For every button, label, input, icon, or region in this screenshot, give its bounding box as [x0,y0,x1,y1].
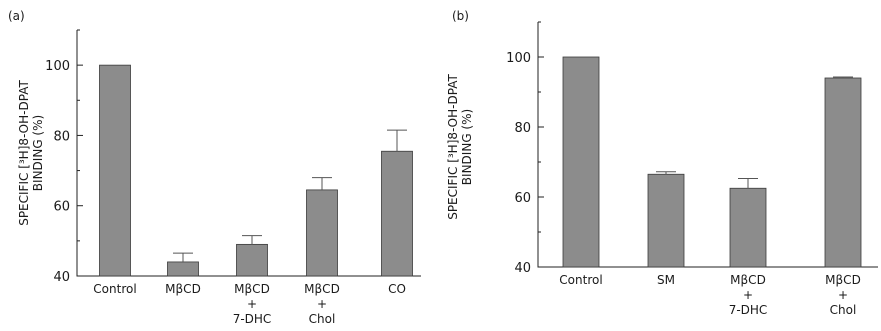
y-tick-label: 80 [53,129,70,144]
x-tick-label: Chol [830,303,857,317]
y-axis-label: SPECIFIC [³H]8-OH-DPATBINDING (%) [446,74,474,220]
x-tick-label: + [838,288,848,302]
x-tick-label: SM [657,273,675,287]
x-tick-label: + [317,297,327,311]
y-axis-label-line2: BINDING (%) [460,109,474,185]
y-axis-label-line1: SPECIFIC [³H]8-OH-DPAT [17,80,31,226]
y-tick-label: 100 [506,51,531,66]
bar [167,261,199,277]
bar [824,77,862,268]
y-axis-label: SPECIFIC [³H]8-OH-DPATBINDING (%) [17,80,45,226]
bar [729,187,767,268]
x-tick-label: CO [388,282,406,296]
x-tick-label: 7-DHC [729,303,768,317]
error-bar [833,76,853,78]
error-bar [312,177,332,190]
y-axis-label-line1: SPECIFIC [³H]8-OH-DPAT [446,74,460,220]
x-tick-label: + [743,288,753,302]
y-tick-label: 40 [514,261,531,276]
y-tick-label: 60 [53,200,70,215]
y-tick-label: 100 [45,59,70,74]
bar [236,243,268,277]
panel-label: (b) [452,9,469,23]
bar [99,64,131,277]
x-tick-label: MβCD [730,273,766,287]
error-bar [173,252,193,262]
error-bar [242,235,262,245]
y-axis-label-line2: BINDING (%) [31,115,45,191]
error-bar [387,129,407,152]
chart-panel-b: (b) 40 60 80 100 SPECIFIC [³H]8-OH-DPATBINDIN… [446,9,878,317]
x-tick-label: Control [559,273,602,287]
x-tick-label: Control [93,282,136,296]
x-tick-label: 7-DHC [233,312,272,326]
y-tick-label: 40 [53,270,70,285]
x-tick-label: Chol [309,312,336,326]
error-bar [738,177,758,189]
x-tick-label: MβCD [234,282,270,296]
panel-label: (a) [8,9,25,23]
bar [562,56,600,268]
bar [306,189,338,277]
bar [381,150,413,277]
x-tick-label: MβCD [304,282,340,296]
x-tick-label: MβCD [825,273,861,287]
y-tick-label: 80 [514,121,531,136]
x-tick-label: + [247,297,257,311]
y-tick-label: 60 [514,191,531,206]
bar [647,173,685,268]
x-tick-label: MβCD [165,282,201,296]
error-bar [656,171,676,175]
